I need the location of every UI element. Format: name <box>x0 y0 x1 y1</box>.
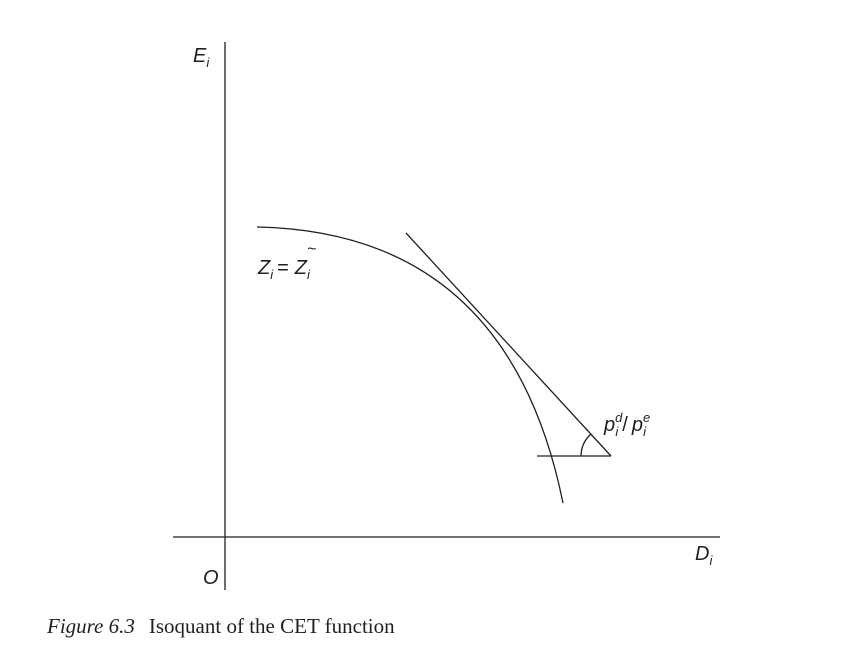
tangent-line <box>406 233 611 456</box>
price-ratio-label: pd i / pe i <box>603 410 650 439</box>
origin-label: O <box>203 567 219 589</box>
figure-number: Figure 6.3 <box>47 614 135 638</box>
x-axis-label: Di <box>695 543 713 568</box>
tilde-accent: ~ <box>307 241 316 258</box>
figure-caption: Figure 6.3 Isoquant of the CET function <box>47 614 395 639</box>
angle-arc <box>581 434 591 456</box>
curve-label: Zi = Zi <box>257 257 311 282</box>
figure-title: Isoquant of the CET function <box>149 614 395 638</box>
y-axis-label: Ei <box>193 45 210 70</box>
cet-isoquant-diagram: Ei Di O Zi = Zi ~ pd i / pe i <box>0 0 854 600</box>
